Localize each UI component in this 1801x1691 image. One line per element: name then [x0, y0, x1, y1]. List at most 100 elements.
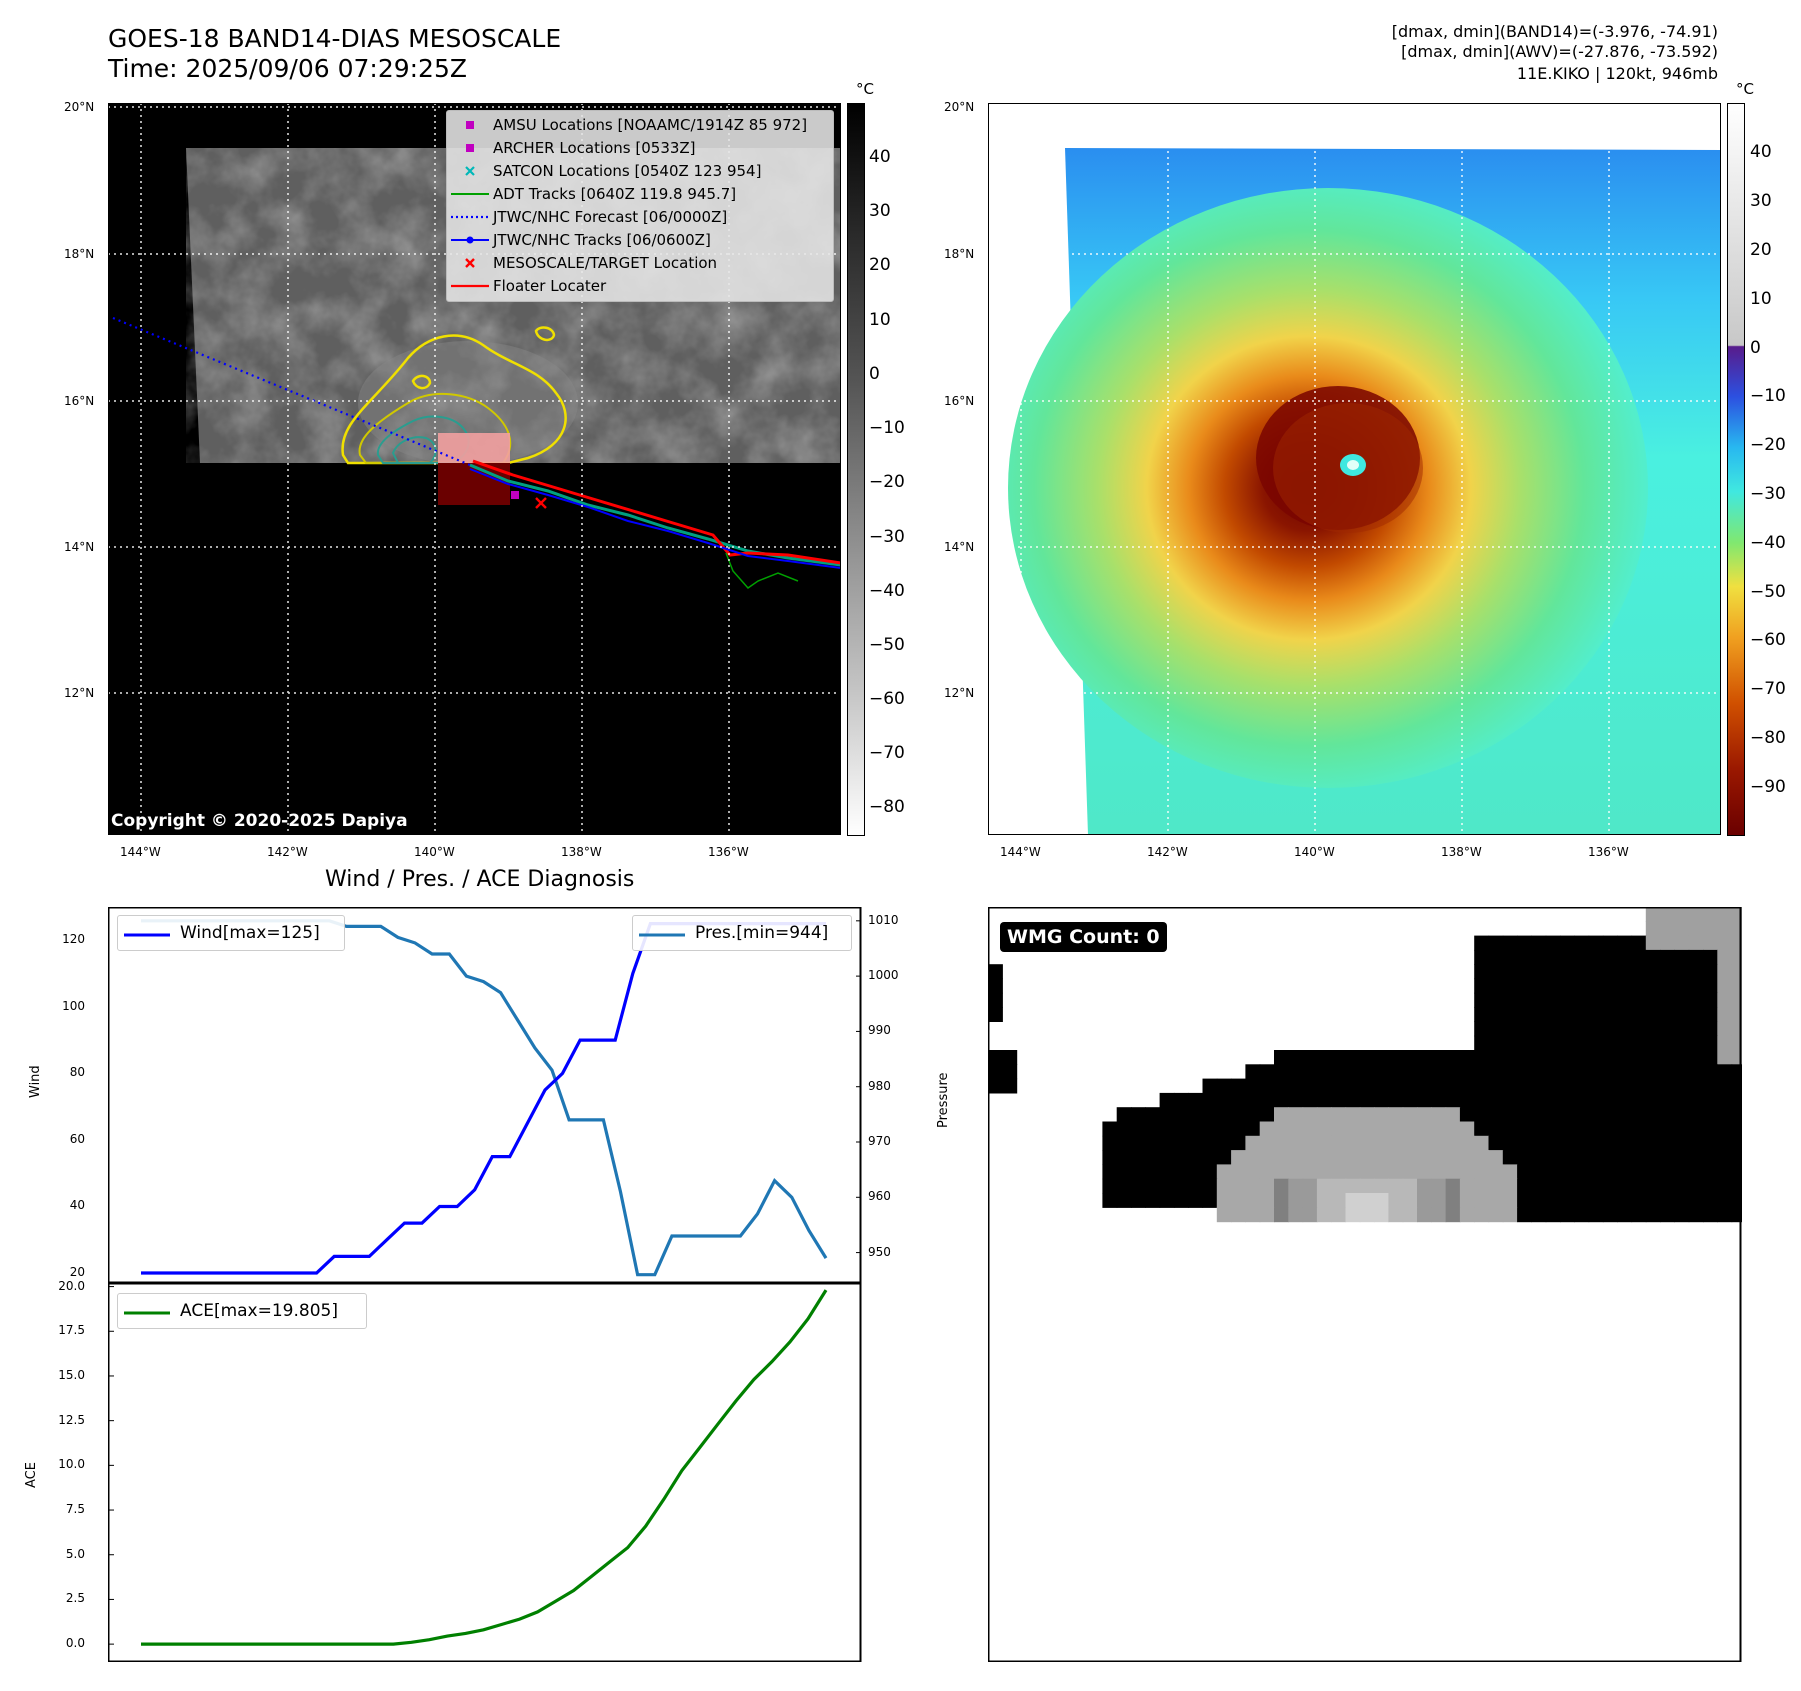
ace-tick-label: 12.5: [58, 1412, 85, 1427]
lon-tick: 140°W: [414, 845, 455, 859]
line-dot-icon: [447, 236, 493, 244]
x-marker-icon: [447, 165, 493, 177]
lat-tick: 14°N: [944, 540, 975, 554]
ace-tick-label: 17.5: [58, 1323, 85, 1338]
ir-colorbar-tick: −40: [869, 581, 905, 601]
awv-colorbar-tick: 30: [1750, 191, 1772, 211]
pressure-axis-label: Pressure: [936, 1072, 951, 1128]
lat-tick: 18°N: [64, 247, 95, 261]
pressure-legend-label: Pres.[min=944]: [695, 923, 829, 943]
wmg-cells: [988, 907, 1742, 1223]
legend-label: JTWC/NHC Tracks [06/0600Z]: [493, 230, 711, 249]
wind-legend-label: Wind[max=125]: [180, 923, 320, 943]
figure-time: Time: 2025/09/06 07:29:25Z: [108, 54, 467, 83]
pressure-tick-label: 1010: [868, 912, 899, 927]
awv-colorbar-tick: 40: [1750, 142, 1772, 162]
square-marker-icon: [447, 143, 493, 152]
awv-colorbar-tick: −40: [1750, 533, 1786, 553]
lon-tick: 142°W: [1147, 845, 1188, 859]
map-legend: AMSU Locations [NOAAMC/1914Z 85 972] ARC…: [446, 110, 834, 302]
legend-label: JTWC/NHC Forecast [06/0000Z]: [493, 207, 728, 226]
ir-colorbar-tick: 20: [869, 255, 891, 275]
wind-tick-label: 120: [62, 932, 85, 947]
ir-colorbar-tick: 0: [869, 364, 880, 384]
lat-tick: 18°N: [944, 247, 975, 261]
wind-tick-label: 80: [69, 1065, 85, 1080]
legend-label: MESOSCALE/TARGET Location: [493, 253, 718, 272]
legend-label: ARCHER Locations [0533Z]: [493, 138, 696, 157]
wind-tick-label: 40: [69, 1198, 85, 1213]
lat-tick: 16°N: [944, 394, 975, 408]
pressure-tick-label: 970: [868, 1134, 891, 1148]
legend-item-floater: Floater Locater: [447, 274, 833, 297]
square-marker-icon: [447, 120, 493, 129]
pressure-legend: Pres.[min=944]: [632, 915, 852, 951]
ace-legend-label: ACE[max=19.805]: [180, 1301, 338, 1321]
awv-colorbar-tick: −50: [1750, 582, 1786, 602]
ir-colorbar-tick: 30: [869, 201, 891, 221]
pressure-tick-label: 950: [868, 1244, 891, 1259]
wind-axis-label: Wind: [28, 1065, 43, 1098]
ir-colorbar-tick: −80: [869, 797, 905, 817]
ir-colorbar-tick: −70: [869, 743, 905, 763]
awv-colorbar-unit: °C: [1736, 80, 1754, 98]
lon-tick: 142°W: [267, 845, 308, 859]
ir-colorbar-tick: 10: [869, 310, 891, 330]
lat-tick: 14°N: [64, 540, 95, 554]
dotted-line-icon: [447, 214, 493, 220]
awv-colorbar-tick: −30: [1750, 484, 1786, 504]
ir-colorbar-unit: °C: [856, 80, 874, 98]
ace-series-line: [141, 1289, 828, 1646]
lon-tick: 136°W: [708, 845, 749, 859]
awv-colorbar-tick: −10: [1750, 386, 1786, 406]
wmg-panel: [988, 907, 1742, 1662]
lat-tick: 16°N: [64, 394, 95, 408]
legend-label: Floater Locater: [493, 276, 607, 295]
line-icon: [447, 191, 493, 197]
lat-tick: 20°N: [64, 100, 95, 114]
legend-item-adt: ADT Tracks [0640Z 119.8 945.7]: [447, 182, 833, 205]
wind-tick-label: 20: [69, 1265, 85, 1280]
awv-colorbar-tick: 20: [1750, 240, 1772, 260]
contour-yellow: [341, 334, 567, 465]
ir-colorbar-tick: 40: [869, 147, 891, 167]
mesoscale-target-marker: [535, 497, 547, 509]
ace-tick-label: 5.0: [65, 1546, 85, 1561]
legend-label: AMSU Locations [NOAAMC/1914Z 85 972]: [493, 115, 808, 134]
awv-colorbar-tick: −70: [1750, 679, 1786, 699]
ace-tick-label: 0.0: [65, 1636, 85, 1651]
ir-colorbar-tick: −60: [869, 689, 905, 709]
legend-item-tracks: JTWC/NHC Tracks [06/0600Z]: [447, 228, 833, 251]
legend-item-target: MESOSCALE/TARGET Location: [447, 251, 833, 274]
pressure-tick-label: 960: [868, 1189, 891, 1204]
ace-legend: ACE[max=19.805]: [117, 1293, 367, 1329]
wind-legend: Wind[max=125]: [117, 915, 345, 951]
ace-tick-label: 2.5: [65, 1591, 85, 1606]
x-marker-icon: [447, 257, 493, 269]
jtwc-forecast-line: [112, 316, 471, 467]
floater-locater-track: [472, 459, 841, 565]
header-right-line2: [dmax, dmin](AWV)=(-27.876, -73.592): [1401, 42, 1718, 61]
pressure-tick-label: 990: [868, 1023, 891, 1038]
ir-colorbar-tick: −30: [869, 527, 905, 547]
wind-tick-label: 100: [62, 998, 85, 1013]
wind-tick-label: 60: [69, 1131, 85, 1146]
lat-tick: 12°N: [944, 686, 975, 700]
ir-colorbar-tick: −10: [869, 418, 905, 438]
awv-map-panel: [988, 103, 1721, 835]
line-icon: [639, 923, 685, 943]
header-right-line1: [dmax, dmin](BAND14)=(-3.976, -74.91): [1391, 22, 1718, 41]
awv-colorbar-tick: −60: [1750, 630, 1786, 650]
awv-colorbar-tick: 10: [1750, 289, 1772, 309]
line-icon: [447, 283, 493, 289]
line-icon: [124, 1301, 170, 1321]
lon-tick: 138°W: [1441, 845, 1482, 859]
wmg-count-badge: WMG Count: 0: [1000, 922, 1167, 952]
legend-item-forecast: JTWC/NHC Forecast [06/0000Z]: [447, 205, 833, 228]
awv-colorbar-tick: −20: [1750, 435, 1786, 455]
jtwc-track: [469, 468, 841, 569]
legend-label: SATCON Locations [0540Z 123 954]: [493, 161, 762, 180]
line-icon: [124, 923, 170, 943]
legend-item-archer: ARCHER Locations [0533Z]: [447, 136, 833, 159]
ace-tick-label: 10.0: [58, 1457, 85, 1472]
